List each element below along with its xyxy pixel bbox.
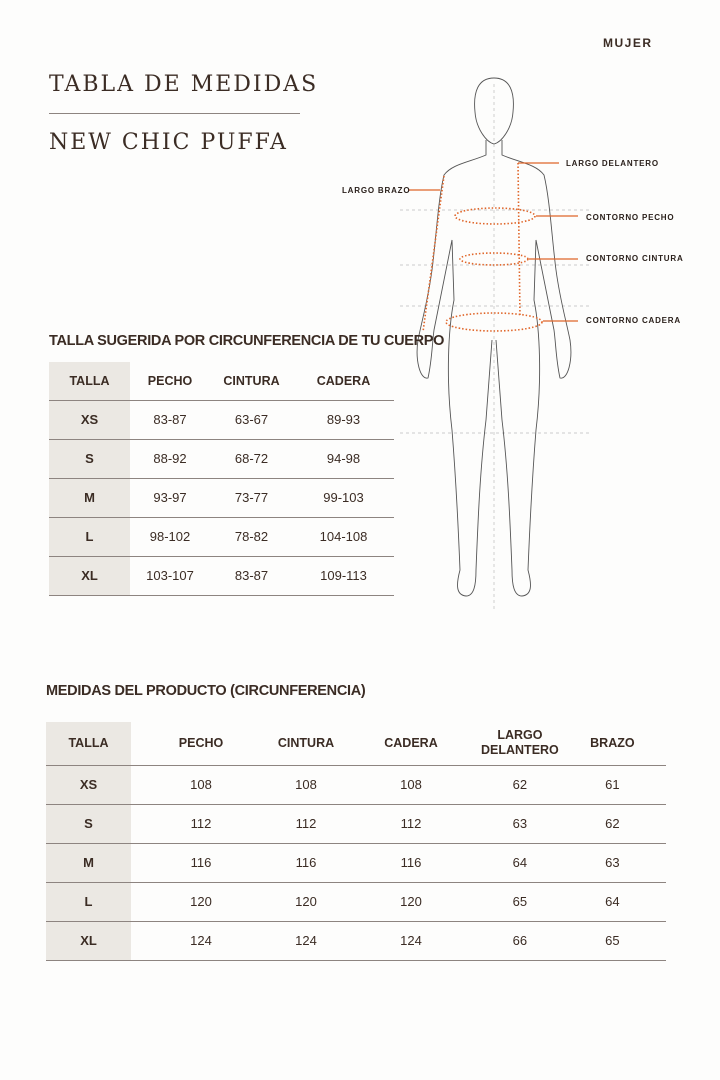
value-cell: 62 <box>481 764 559 804</box>
product-table-title: MEDIDAS DEL PRODUCTO (CIRCUNFERENCIA) <box>46 683 366 699</box>
col-header: LARGO DELANTERO <box>481 728 559 758</box>
size-cell: S <box>46 803 131 843</box>
label-largo-brazo: LARGO BRAZO <box>342 186 411 195</box>
hip-ellipse <box>445 312 543 332</box>
table-row: XL 124 124 124 66 65 <box>46 920 666 961</box>
category-label: MUJER <box>603 36 653 50</box>
value-cell: 63 <box>558 842 666 882</box>
value-cell: 93-97 <box>130 477 210 517</box>
value-cell: 116 <box>271 842 341 882</box>
measurement-lines <box>422 162 543 333</box>
table-row: M 93-97 73-77 99-103 <box>49 477 394 517</box>
body-size-table: TALLA PECHO CINTURA CADERA XS 83-87 63-67 8… <box>49 362 394 596</box>
size-cell: XS <box>46 764 131 804</box>
value-cell: 116 <box>341 842 481 882</box>
value-cell: 108 <box>131 764 271 804</box>
body-outline <box>416 77 572 597</box>
table-header: TALLA PECHO CINTURA CADERA <box>49 362 394 400</box>
col-header: BRAZO <box>590 736 635 751</box>
label-contorno-cadera: CONTORNO CADERA <box>586 316 681 325</box>
value-cell: 112 <box>271 803 341 843</box>
waist-ellipse <box>459 252 529 266</box>
value-cell: 120 <box>131 881 271 921</box>
value-cell: 124 <box>271 920 341 961</box>
table-row: L 98-102 78-82 104-108 <box>49 516 394 556</box>
size-cell: XL <box>49 555 130 596</box>
col-header: CINTURA <box>223 373 280 388</box>
chest-ellipse <box>454 207 536 225</box>
size-cell: S <box>49 438 130 478</box>
guide-lines <box>400 84 590 612</box>
value-cell: 78-82 <box>210 516 293 556</box>
value-cell: 98-102 <box>130 516 210 556</box>
value-cell: 120 <box>271 881 341 921</box>
front-length-line <box>517 162 521 318</box>
value-cell: 63 <box>481 803 559 843</box>
title-divider <box>49 113 300 114</box>
value-cell: 108 <box>271 764 341 804</box>
value-cell: 104-108 <box>293 516 394 556</box>
table-row: S 112 112 112 63 62 <box>46 803 666 843</box>
value-cell: 83-87 <box>130 399 210 439</box>
value-cell: 62 <box>558 803 666 843</box>
value-cell: 124 <box>341 920 481 961</box>
page-title: TABLA DE MEDIDAS <box>49 72 319 97</box>
table-header: TALLA PECHO CINTURA CADERA LARGO DELANTE… <box>46 722 666 765</box>
value-cell: 94-98 <box>293 438 394 478</box>
value-cell: 61 <box>558 764 666 804</box>
value-cell: 68-72 <box>210 438 293 478</box>
value-cell: 116 <box>131 842 271 882</box>
table-row: XS 108 108 108 62 61 <box>46 764 666 804</box>
col-header: CINTURA <box>277 736 335 751</box>
value-cell: 112 <box>341 803 481 843</box>
value-cell: 99-103 <box>293 477 394 517</box>
table-row: XL 103-107 83-87 109-113 <box>49 555 394 596</box>
value-cell: 120 <box>341 881 481 921</box>
col-header: TALLA <box>49 362 130 400</box>
body-table-title: TALLA SUGERIDA POR CIRCUNFERENCIA DE TU … <box>49 333 445 349</box>
size-cell: M <box>49 477 130 517</box>
table-row: M 116 116 116 64 63 <box>46 842 666 882</box>
size-cell: XS <box>49 399 130 439</box>
size-cell: XL <box>46 920 131 961</box>
size-cell: L <box>49 516 130 556</box>
product-name: NEW CHIC PUFFA <box>49 130 288 155</box>
value-cell: 124 <box>131 920 271 961</box>
size-cell: M <box>46 842 131 882</box>
value-cell: 88-92 <box>130 438 210 478</box>
value-cell: 64 <box>558 881 666 921</box>
col-header: PECHO <box>147 373 193 388</box>
label-contorno-pecho: CONTORNO PECHO <box>586 213 675 222</box>
value-cell: 89-93 <box>293 399 394 439</box>
value-cell: 63-67 <box>210 399 293 439</box>
value-cell: 108 <box>341 764 481 804</box>
col-header: PECHO <box>178 736 224 751</box>
value-cell: 65 <box>481 881 559 921</box>
label-largo-delantero: LARGO DELANTERO <box>566 159 659 168</box>
label-leaders <box>408 162 578 322</box>
value-cell: 65 <box>558 920 666 961</box>
value-cell: 73-77 <box>210 477 293 517</box>
table-row: XS 83-87 63-67 89-93 <box>49 399 394 439</box>
value-cell: 64 <box>481 842 559 882</box>
size-cell: L <box>46 881 131 921</box>
value-cell: 83-87 <box>210 555 293 596</box>
col-header: CADERA <box>384 736 438 751</box>
value-cell: 66 <box>481 920 559 961</box>
col-header: CADERA <box>316 373 371 388</box>
value-cell: 103-107 <box>130 555 210 596</box>
product-size-table: TALLA PECHO CINTURA CADERA LARGO DELANTE… <box>46 722 666 961</box>
value-cell: 112 <box>131 803 271 843</box>
col-header: TALLA <box>46 722 131 765</box>
label-contorno-cintura: CONTORNO CINTURA <box>586 254 684 263</box>
value-cell: 109-113 <box>293 555 394 596</box>
table-row: S 88-92 68-72 94-98 <box>49 438 394 478</box>
table-row: L 120 120 120 65 64 <box>46 881 666 921</box>
body-measurement-figure <box>400 77 590 612</box>
